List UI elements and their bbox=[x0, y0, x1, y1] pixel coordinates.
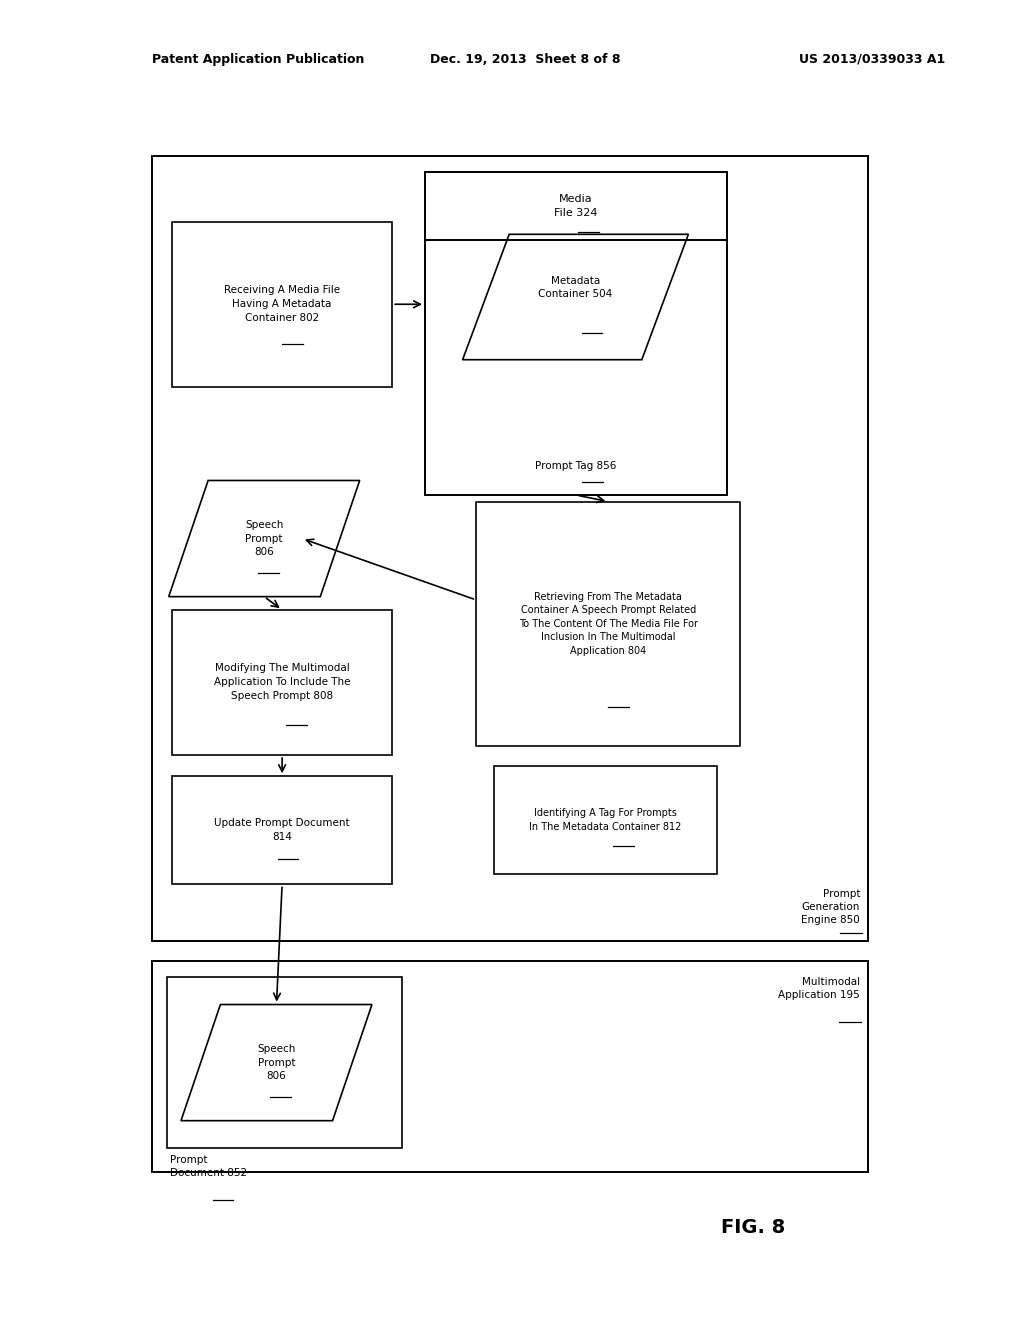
Text: Prompt Tag 856: Prompt Tag 856 bbox=[536, 461, 616, 471]
Text: Prompt
Document 852: Prompt Document 852 bbox=[170, 1155, 247, 1179]
Polygon shape bbox=[181, 1005, 372, 1121]
Text: Multimodal
Application 195: Multimodal Application 195 bbox=[778, 977, 860, 1001]
Text: FIG. 8: FIG. 8 bbox=[721, 1218, 784, 1237]
Bar bbox=[172, 222, 392, 387]
Bar bbox=[172, 776, 392, 884]
Text: Speech
Prompt
806: Speech Prompt 806 bbox=[257, 1044, 296, 1081]
Bar bbox=[172, 610, 392, 755]
Bar bbox=[152, 961, 868, 1172]
Bar bbox=[152, 156, 868, 941]
Text: Prompt
Generation
Engine 850: Prompt Generation Engine 850 bbox=[802, 888, 860, 925]
Bar bbox=[425, 172, 727, 495]
Text: Retrieving From The Metadata
Container A Speech Prompt Related
To The Content Of: Retrieving From The Metadata Container A… bbox=[519, 591, 697, 656]
Bar bbox=[476, 502, 740, 746]
Bar bbox=[494, 766, 717, 874]
Text: Receiving A Media File
Having A Metadata
Container 802: Receiving A Media File Having A Metadata… bbox=[224, 285, 340, 323]
Text: Patent Application Publication: Patent Application Publication bbox=[152, 53, 364, 66]
Text: Update Prompt Document
814: Update Prompt Document 814 bbox=[214, 818, 350, 842]
Text: Dec. 19, 2013  Sheet 8 of 8: Dec. 19, 2013 Sheet 8 of 8 bbox=[430, 53, 621, 66]
Text: US 2013/0339033 A1: US 2013/0339033 A1 bbox=[799, 53, 945, 66]
Bar bbox=[425, 172, 727, 240]
Text: Metadata
Container 504: Metadata Container 504 bbox=[539, 276, 612, 300]
Text: Identifying A Tag For Prompts
In The Metadata Container 812: Identifying A Tag For Prompts In The Met… bbox=[529, 808, 681, 832]
Polygon shape bbox=[169, 480, 359, 597]
Text: Modifying The Multimodal
Application To Include The
Speech Prompt 808: Modifying The Multimodal Application To … bbox=[214, 664, 350, 701]
Text: Speech
Prompt
806: Speech Prompt 806 bbox=[245, 520, 284, 557]
Text: Media
File 324: Media File 324 bbox=[554, 194, 598, 218]
Bar bbox=[167, 977, 402, 1148]
Polygon shape bbox=[463, 235, 688, 359]
